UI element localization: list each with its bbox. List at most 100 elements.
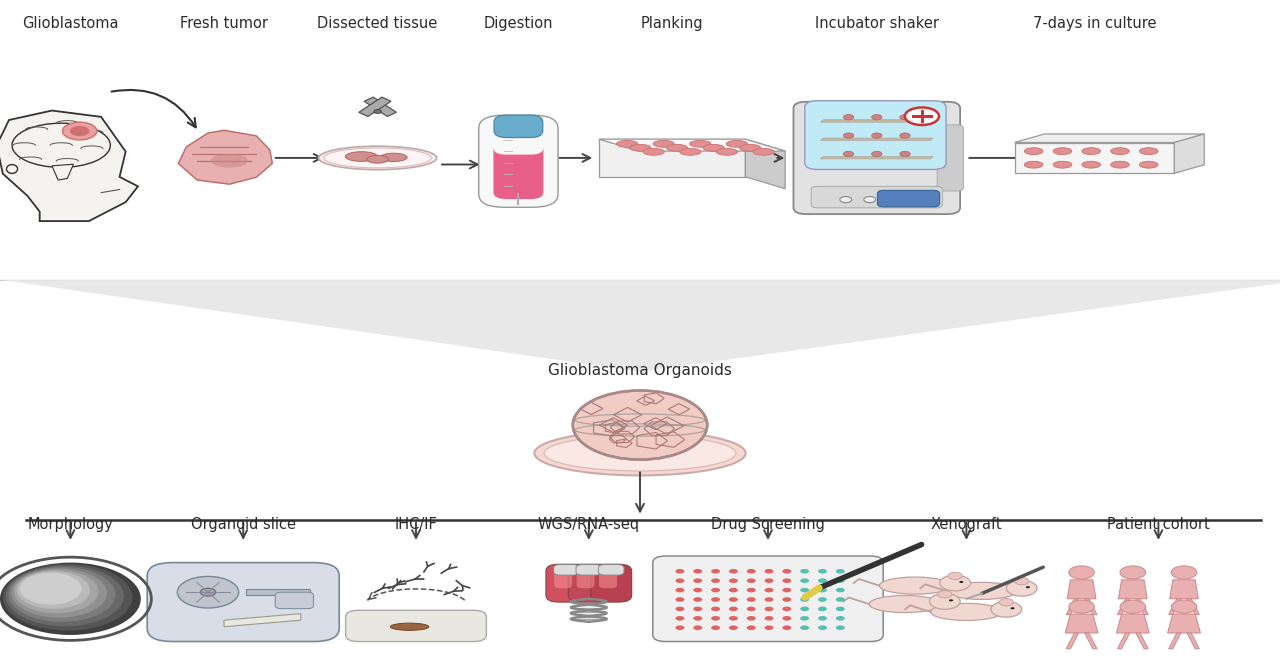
Ellipse shape (931, 603, 1002, 620)
Polygon shape (1170, 580, 1198, 599)
Circle shape (694, 607, 703, 611)
Polygon shape (1015, 134, 1204, 143)
Ellipse shape (319, 146, 436, 170)
Circle shape (905, 107, 940, 125)
Circle shape (728, 588, 737, 592)
Polygon shape (745, 139, 785, 189)
Circle shape (746, 616, 755, 620)
Polygon shape (1066, 633, 1079, 649)
Circle shape (991, 601, 1021, 617)
Circle shape (764, 597, 773, 602)
Polygon shape (0, 111, 138, 221)
Circle shape (872, 133, 882, 138)
FancyBboxPatch shape (275, 592, 314, 609)
Circle shape (836, 597, 845, 602)
Text: Incubator shaker: Incubator shaker (815, 16, 938, 32)
Ellipse shape (680, 149, 701, 155)
Ellipse shape (653, 140, 675, 147)
Circle shape (1015, 578, 1029, 585)
Circle shape (676, 569, 685, 574)
FancyBboxPatch shape (937, 125, 964, 191)
Circle shape (1069, 600, 1094, 613)
Circle shape (694, 588, 703, 592)
Circle shape (818, 607, 827, 611)
Circle shape (959, 581, 964, 583)
Polygon shape (1187, 599, 1199, 615)
FancyBboxPatch shape (878, 190, 940, 207)
Circle shape (5, 565, 124, 626)
Circle shape (872, 114, 882, 120)
Circle shape (746, 625, 755, 630)
Text: Fresh tumor: Fresh tumor (180, 16, 268, 32)
Circle shape (818, 625, 827, 630)
Text: Glioblastoma: Glioblastoma (22, 16, 119, 32)
Circle shape (728, 607, 737, 611)
Circle shape (712, 625, 721, 630)
Text: Morphology: Morphology (27, 517, 114, 532)
Circle shape (818, 597, 827, 602)
Polygon shape (178, 130, 273, 184)
Circle shape (782, 616, 791, 620)
Circle shape (844, 114, 854, 120)
Circle shape (800, 625, 809, 630)
Circle shape (800, 597, 809, 602)
Circle shape (712, 569, 721, 574)
Circle shape (1025, 586, 1030, 588)
Circle shape (694, 625, 703, 630)
Ellipse shape (1111, 161, 1129, 168)
Polygon shape (1135, 599, 1148, 615)
FancyBboxPatch shape (599, 565, 625, 575)
Polygon shape (1116, 614, 1149, 633)
FancyBboxPatch shape (554, 565, 580, 575)
Circle shape (782, 578, 791, 583)
Circle shape (200, 588, 216, 596)
Circle shape (676, 578, 685, 583)
Text: Glioblastoma Organoids: Glioblastoma Organoids (548, 363, 732, 378)
Ellipse shape (380, 153, 407, 161)
Text: IHC/IF: IHC/IF (394, 517, 438, 532)
Circle shape (676, 597, 685, 602)
Text: Xenograft: Xenograft (931, 517, 1002, 532)
Ellipse shape (717, 149, 737, 155)
Circle shape (764, 607, 773, 611)
Polygon shape (820, 120, 933, 122)
Polygon shape (358, 97, 392, 116)
Text: 7-days in culture: 7-days in culture (1033, 16, 1156, 32)
Circle shape (836, 588, 845, 592)
Circle shape (746, 569, 755, 574)
Text: Planking: Planking (641, 16, 703, 32)
Circle shape (844, 133, 854, 138)
Polygon shape (1119, 580, 1147, 599)
Text: Dissected tissue: Dissected tissue (317, 16, 438, 32)
Circle shape (764, 569, 773, 574)
Circle shape (19, 572, 82, 605)
Circle shape (746, 578, 755, 583)
Ellipse shape (740, 144, 760, 151)
Circle shape (938, 591, 952, 598)
Ellipse shape (690, 140, 710, 147)
Ellipse shape (879, 577, 951, 594)
Circle shape (746, 588, 755, 592)
Polygon shape (1169, 633, 1181, 649)
Circle shape (818, 616, 827, 620)
Circle shape (676, 625, 685, 630)
Polygon shape (820, 157, 933, 159)
Ellipse shape (535, 431, 745, 475)
Circle shape (782, 588, 791, 592)
Circle shape (764, 616, 773, 620)
Ellipse shape (1082, 148, 1101, 155)
Polygon shape (246, 589, 310, 595)
Ellipse shape (617, 140, 637, 147)
Circle shape (573, 391, 708, 459)
FancyBboxPatch shape (805, 101, 946, 170)
Circle shape (3, 564, 132, 630)
Text: Digestion: Digestion (484, 16, 553, 32)
Ellipse shape (367, 155, 388, 163)
Circle shape (1120, 600, 1146, 613)
Circle shape (746, 607, 755, 611)
Polygon shape (1065, 614, 1098, 633)
FancyBboxPatch shape (545, 564, 586, 602)
FancyBboxPatch shape (554, 572, 572, 588)
Circle shape (712, 597, 721, 602)
Circle shape (836, 578, 845, 583)
